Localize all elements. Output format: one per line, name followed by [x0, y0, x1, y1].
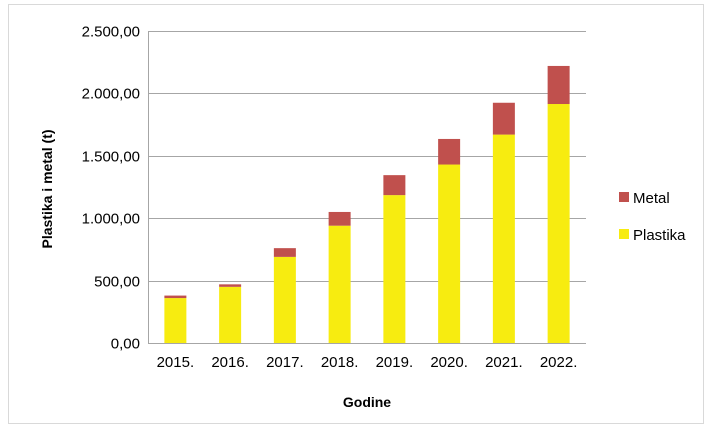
legend: Metal Plastika	[619, 190, 686, 244]
y-tick-label: 2.000,00	[82, 86, 140, 103]
bar-plastika-2019	[383, 195, 406, 343]
bar-metal-2020	[438, 138, 461, 165]
legend-label-plastika: Plastika	[633, 227, 686, 244]
chart-frame	[8, 4, 704, 424]
x-tick-label: 2020.	[430, 354, 468, 371]
bar-metal-2017	[273, 248, 296, 257]
x-tick-label: 2017.	[266, 354, 304, 371]
bar-metal-2019	[383, 175, 406, 196]
bar-metal-2021	[492, 102, 515, 135]
x-tick-label: 2019.	[376, 354, 414, 371]
bar-plastika-2022	[547, 104, 570, 344]
y-tick-label: 0,00	[111, 336, 140, 353]
bar-metal-2015	[164, 295, 187, 299]
legend-swatch-plastika	[619, 229, 629, 239]
bar-plastika-2015	[164, 298, 187, 343]
x-tick-label: 2022.	[540, 354, 578, 371]
x-tick-label: 2021.	[485, 354, 523, 371]
bar-plastika-2020	[438, 164, 461, 343]
legend-swatch-metal	[619, 192, 629, 202]
x-tick-labels: 2015. 2016. 2017. 2018. 2019. 2020. 2021. 2022.	[157, 354, 578, 371]
x-tick-label: 2016.	[211, 354, 249, 371]
bar-plastika-2021	[492, 134, 515, 343]
y-axis-title: Plastika i metal (t)	[39, 129, 55, 248]
bars	[164, 65, 570, 344]
y-tick-label: 1.000,00	[82, 211, 140, 228]
y-tick-label: 500,00	[94, 274, 140, 291]
bar-plastika-2018	[328, 225, 351, 343]
bar-metal-2022	[547, 65, 570, 105]
x-tick-label: 2015.	[157, 354, 195, 371]
bar-metal-2016	[219, 284, 242, 287]
y-tick-labels: 0,00 500,00 1.000,00 1.500,00 2.000,00 2.500,…	[82, 24, 140, 353]
gridlines	[148, 31, 586, 344]
x-tick-label: 2018.	[321, 354, 359, 371]
bar-metal-2018	[328, 211, 351, 226]
bar-plastika-2016	[219, 286, 242, 343]
bar-plastika-2017	[273, 256, 296, 343]
x-axis-title: Godine	[343, 394, 391, 410]
legend-label-metal: Metal	[633, 190, 670, 207]
y-tick-label: 2.500,00	[82, 24, 140, 41]
y-tick-label: 1.500,00	[82, 149, 140, 166]
